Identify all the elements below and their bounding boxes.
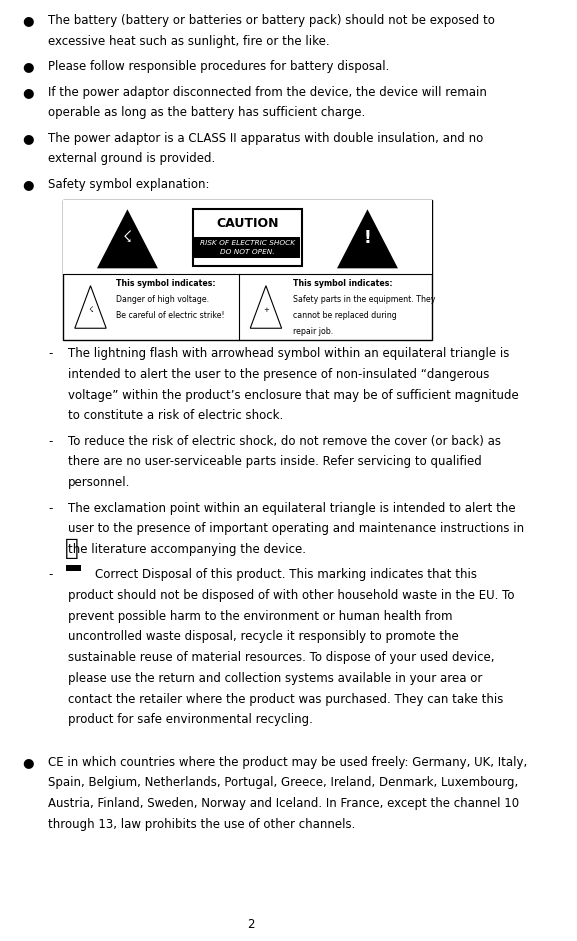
Text: The power adaptor is a CLASS II apparatus with double insulation, and no: The power adaptor is a CLASS II apparatu… — [48, 132, 483, 145]
FancyBboxPatch shape — [63, 200, 432, 340]
Text: Correct Disposal of this product. This marking indicates that this: Correct Disposal of this product. This m… — [95, 568, 477, 582]
Text: To reduce the risk of electric shock, do not remove the cover (or back) as: To reduce the risk of electric shock, do… — [68, 435, 501, 448]
Text: uncontrolled waste disposal, recycle it responsibly to promote the: uncontrolled waste disposal, recycle it … — [68, 630, 459, 644]
FancyBboxPatch shape — [63, 200, 432, 274]
Text: please use the return and collection systems available in your area or: please use the return and collection sys… — [68, 672, 482, 685]
Text: there are no user-serviceable parts inside. Refer servicing to qualified: there are no user-serviceable parts insi… — [68, 455, 482, 469]
Text: The lightning flash with arrowhead symbol within an equilateral triangle is: The lightning flash with arrowhead symbo… — [68, 347, 509, 360]
Text: 2: 2 — [248, 917, 255, 931]
Text: CAUTION: CAUTION — [216, 216, 279, 230]
Text: contact the retailer where the product was purchased. They can take this: contact the retailer where the product w… — [68, 693, 503, 706]
Text: Be careful of electric strike!: Be careful of electric strike! — [117, 311, 225, 320]
Text: ●: ● — [22, 60, 33, 73]
Text: The battery (battery or batteries or battery pack) should not be exposed to: The battery (battery or batteries or bat… — [48, 14, 494, 27]
Text: DO NOT OPEN.: DO NOT OPEN. — [220, 249, 275, 255]
Text: operable as long as the battery has sufficient charge.: operable as long as the battery has suff… — [48, 106, 365, 120]
Text: Austria, Finland, Sweden, Norway and Iceland. In France, except the channel 10: Austria, Finland, Sweden, Norway and Ice… — [48, 797, 519, 810]
Text: This symbol indicates:: This symbol indicates: — [117, 279, 216, 289]
Text: voltage” within the product’s enclosure that may be of sufficient magnitude: voltage” within the product’s enclosure … — [68, 389, 519, 402]
Text: Safety parts in the equipment. They: Safety parts in the equipment. They — [293, 295, 435, 304]
Text: the literature accompanying the device.: the literature accompanying the device. — [68, 543, 306, 556]
Polygon shape — [337, 209, 398, 268]
Text: Please follow responsible procedures for battery disposal.: Please follow responsible procedures for… — [48, 60, 389, 73]
FancyBboxPatch shape — [66, 565, 81, 571]
Text: Spain, Belgium, Netherlands, Portugal, Greece, Ireland, Denmark, Luxembourg,: Spain, Belgium, Netherlands, Portugal, G… — [48, 776, 518, 789]
Text: excessive heat such as sunlight, fire or the like.: excessive heat such as sunlight, fire or… — [48, 35, 329, 48]
Text: external ground is provided.: external ground is provided. — [48, 152, 215, 166]
Text: ●: ● — [22, 132, 33, 145]
Text: repair job.: repair job. — [293, 327, 333, 336]
Text: prevent possible harm to the environment or human health from: prevent possible harm to the environment… — [68, 610, 452, 623]
FancyBboxPatch shape — [194, 237, 301, 258]
Text: user to the presence of important operating and maintenance instructions in: user to the presence of important operat… — [68, 522, 524, 535]
Text: intended to alert the user to the presence of non-insulated “dangerous: intended to alert the user to the presen… — [68, 368, 489, 381]
Text: ●: ● — [22, 14, 33, 27]
Text: CE in which countries where the product may be used freely: Germany, UK, Italy,: CE in which countries where the product … — [48, 756, 527, 769]
Text: ☇: ☇ — [123, 231, 132, 246]
Text: through 13, law prohibits the use of other channels.: through 13, law prohibits the use of oth… — [48, 818, 355, 831]
Text: If the power adaptor disconnected from the device, the device will remain: If the power adaptor disconnected from t… — [48, 86, 486, 99]
Text: -: - — [48, 347, 53, 360]
Text: This symbol indicates:: This symbol indicates: — [293, 279, 392, 289]
Text: product for safe environmental recycling.: product for safe environmental recycling… — [68, 713, 313, 726]
Text: to constitute a risk of electric shock.: to constitute a risk of electric shock. — [68, 409, 283, 423]
Text: ●: ● — [22, 178, 33, 191]
Text: product should not be disposed of with other household waste in the EU. To: product should not be disposed of with o… — [68, 589, 514, 602]
Text: The exclamation point within an equilateral triangle is intended to alert the: The exclamation point within an equilate… — [68, 502, 515, 515]
Text: -: - — [48, 435, 53, 448]
Text: !: ! — [364, 230, 372, 247]
Text: ●: ● — [22, 86, 33, 99]
Text: -: - — [48, 502, 53, 515]
Text: +: + — [263, 308, 269, 313]
Text: ☇: ☇ — [88, 305, 93, 314]
Text: RISK OF ELECTRIC SHOCK: RISK OF ELECTRIC SHOCK — [200, 240, 295, 247]
Text: ●: ● — [22, 756, 33, 769]
Polygon shape — [75, 286, 106, 328]
Polygon shape — [250, 286, 282, 328]
Text: Danger of high voltage.: Danger of high voltage. — [117, 295, 209, 304]
Polygon shape — [97, 209, 158, 268]
Text: -: - — [48, 568, 53, 582]
Text: personnel.: personnel. — [68, 476, 130, 489]
Text: sustainable reuse of material resources. To dispose of your used device,: sustainable reuse of material resources.… — [68, 651, 494, 664]
Text: ⮿: ⮿ — [65, 537, 79, 560]
Text: Safety symbol explanation:: Safety symbol explanation: — [48, 178, 209, 191]
Text: cannot be replaced during: cannot be replaced during — [293, 311, 396, 320]
FancyBboxPatch shape — [193, 209, 302, 266]
